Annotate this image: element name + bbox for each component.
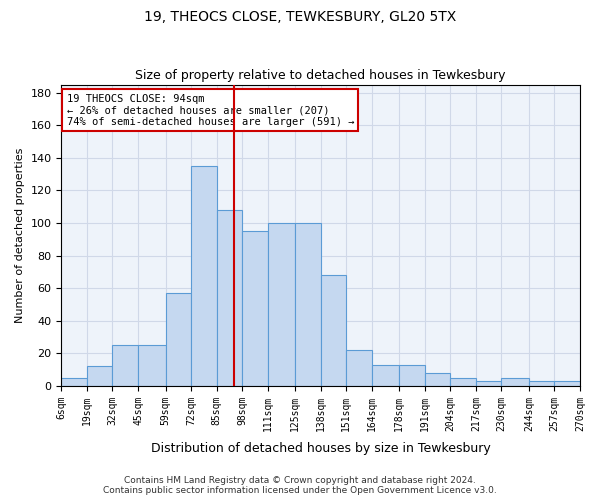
Bar — [112, 345, 138, 386]
Bar — [166, 293, 191, 386]
Bar — [242, 231, 268, 386]
Bar — [554, 381, 580, 386]
Bar — [476, 381, 502, 386]
Y-axis label: Number of detached properties: Number of detached properties — [15, 148, 25, 323]
Bar — [138, 345, 166, 386]
Bar — [425, 373, 451, 386]
Text: 19, THEOCS CLOSE, TEWKESBURY, GL20 5TX: 19, THEOCS CLOSE, TEWKESBURY, GL20 5TX — [144, 10, 456, 24]
X-axis label: Distribution of detached houses by size in Tewkesbury: Distribution of detached houses by size … — [151, 442, 491, 455]
Bar — [87, 366, 112, 386]
Bar — [372, 364, 399, 386]
Title: Size of property relative to detached houses in Tewkesbury: Size of property relative to detached ho… — [136, 69, 506, 82]
Bar — [61, 378, 87, 386]
Bar — [399, 364, 425, 386]
Bar — [295, 223, 321, 386]
Bar — [346, 350, 372, 386]
Text: 19 THEOCS CLOSE: 94sqm
← 26% of detached houses are smaller (207)
74% of semi-de: 19 THEOCS CLOSE: 94sqm ← 26% of detached… — [67, 94, 354, 127]
Bar — [529, 381, 554, 386]
Bar — [268, 223, 295, 386]
Bar — [217, 210, 242, 386]
Text: Contains HM Land Registry data © Crown copyright and database right 2024.
Contai: Contains HM Land Registry data © Crown c… — [103, 476, 497, 495]
Bar — [321, 275, 346, 386]
Bar — [502, 378, 529, 386]
Bar — [451, 378, 476, 386]
Bar — [191, 166, 217, 386]
